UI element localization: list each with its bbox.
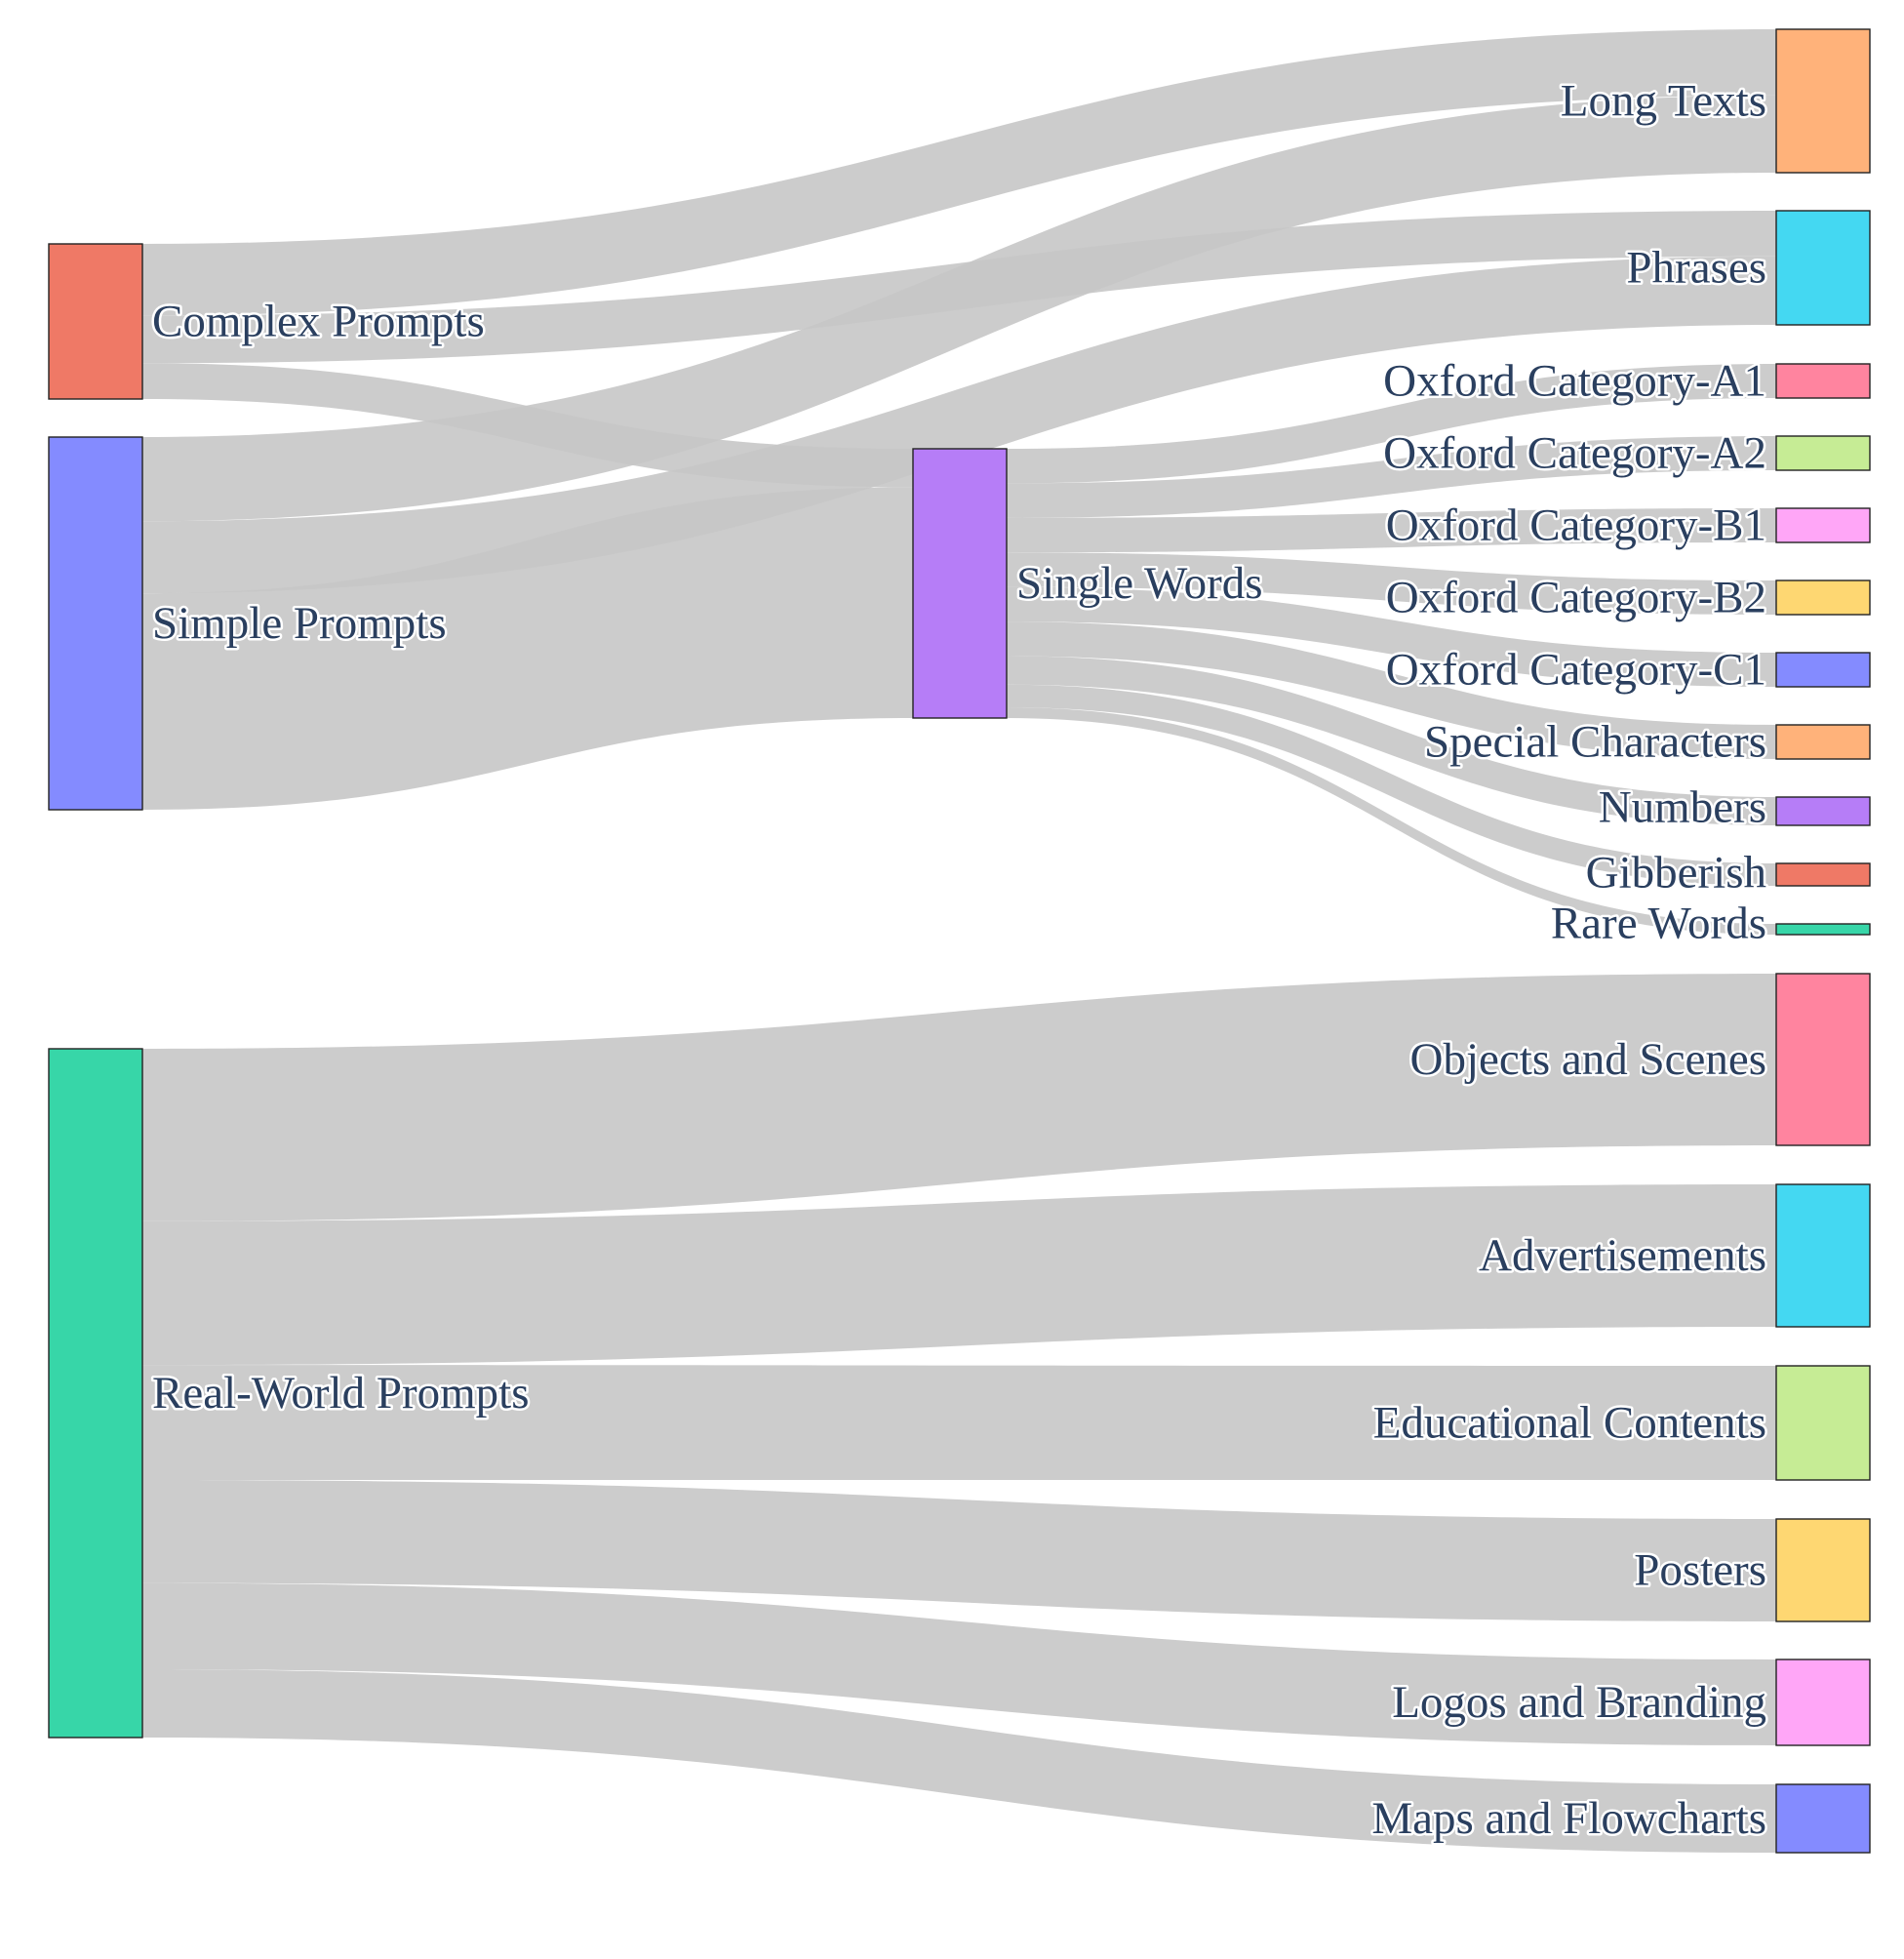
node-label-b2: Oxford Category-B2 <box>1386 573 1766 623</box>
node-label-a2: Oxford Category-A2 <box>1383 428 1766 479</box>
node-label-longtexts: Long Texts <box>1561 76 1766 127</box>
node-b2[interactable] <box>1775 580 1871 616</box>
node-logos[interactable] <box>1775 1659 1871 1746</box>
node-label-edu: Educational Contents <box>1373 1398 1766 1449</box>
node-label-numbers: Numbers <box>1599 782 1766 833</box>
node-longtexts[interactable] <box>1775 28 1871 174</box>
node-complex[interactable] <box>48 243 143 400</box>
link-single-to-c1 <box>1007 586 1776 687</box>
links-layer <box>142 29 1776 1853</box>
link-single-to-rare <box>1007 707 1776 935</box>
node-ads[interactable] <box>1775 1183 1871 1328</box>
link-single-to-a2 <box>1007 436 1776 518</box>
node-label-gibberish: Gibberish <box>1586 848 1766 899</box>
node-single[interactable] <box>912 448 1008 719</box>
node-label-special: Special Characters <box>1424 717 1766 768</box>
link-single-to-a1 <box>1007 364 1776 484</box>
link-realworld-to-ads <box>142 1184 1776 1366</box>
link-complex-to-longtexts <box>142 29 1776 316</box>
node-edu[interactable] <box>1775 1365 1871 1481</box>
node-c1[interactable] <box>1775 652 1871 688</box>
node-objects[interactable] <box>1775 973 1871 1146</box>
node-gibberish[interactable] <box>1775 862 1871 887</box>
link-realworld-to-objects <box>142 974 1776 1221</box>
node-label-simple: Simple Prompts <box>152 598 447 649</box>
link-realworld-to-maps <box>142 1669 1776 1853</box>
link-realworld-to-edu <box>142 1365 1776 1481</box>
node-a2[interactable] <box>1775 435 1871 471</box>
link-single-to-numbers <box>1007 656 1776 825</box>
node-phrases[interactable] <box>1775 210 1871 326</box>
node-label-b1: Oxford Category-B1 <box>1386 500 1766 551</box>
node-special[interactable] <box>1775 724 1871 760</box>
link-single-to-b1 <box>1007 508 1776 553</box>
node-label-c1: Oxford Category-C1 <box>1386 645 1766 696</box>
node-label-ads: Advertisements <box>1479 1230 1766 1281</box>
node-realworld[interactable] <box>48 1048 143 1739</box>
link-realworld-to-logos <box>142 1582 1776 1745</box>
node-label-realworld: Real-World Prompts <box>152 1368 530 1419</box>
link-simple-to-phrases <box>142 256 1776 594</box>
node-label-a1: Oxford Category-A1 <box>1383 356 1766 407</box>
node-posters[interactable] <box>1775 1518 1871 1622</box>
node-label-objects: Objects and Scenes <box>1410 1034 1766 1085</box>
node-label-phrases: Phrases <box>1626 243 1766 294</box>
node-numbers[interactable] <box>1775 796 1871 826</box>
node-a1[interactable] <box>1775 363 1871 399</box>
node-label-logos: Logos and Branding <box>1392 1677 1766 1728</box>
node-label-maps: Maps and Flowcharts <box>1371 1793 1766 1844</box>
node-label-posters: Posters <box>1634 1545 1766 1596</box>
node-maps[interactable] <box>1775 1783 1871 1854</box>
link-single-to-gibberish <box>1007 684 1776 886</box>
node-rare[interactable] <box>1775 923 1871 936</box>
node-simple[interactable] <box>48 436 143 811</box>
link-single-to-special <box>1007 621 1776 759</box>
node-label-rare: Rare Words <box>1551 899 1766 949</box>
labels-layer: Complex Prompts Simple Prompts Real-World … <box>150 73 1769 1847</box>
node-label-complex: Complex Prompts <box>152 297 485 347</box>
nodes-layer <box>48 28 1871 1854</box>
link-simple-to-longtexts <box>142 95 1776 522</box>
node-b1[interactable] <box>1775 507 1871 543</box>
link-realworld-to-posters <box>142 1480 1776 1621</box>
node-label-single: Single Words <box>1016 558 1263 609</box>
link-simple-to-single <box>142 487 913 810</box>
link-single-to-b2 <box>1007 552 1776 615</box>
